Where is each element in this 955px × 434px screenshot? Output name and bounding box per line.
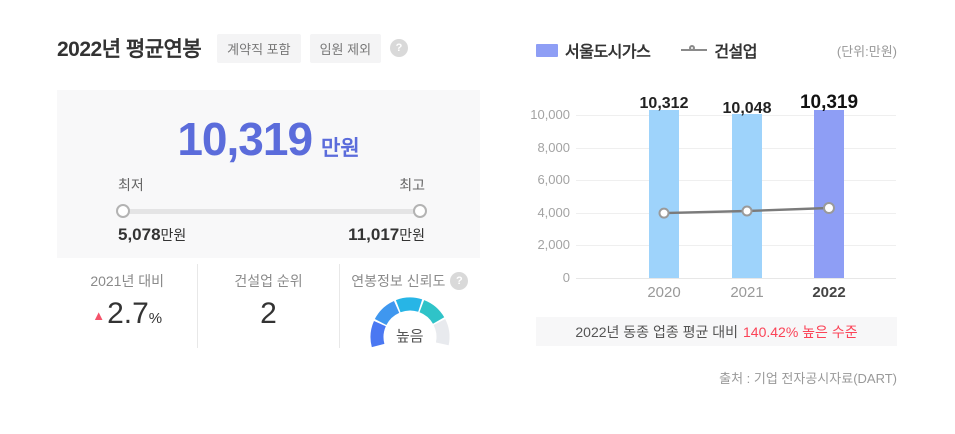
max-label: 최고 (399, 177, 425, 193)
tag-contract-included: 계약직 포함 (217, 33, 301, 63)
y-tick: 10,000 (530, 107, 570, 122)
comparison-text: 2022년 동종 업종 평균 대비 (575, 323, 739, 340)
industry-line-series (658, 202, 835, 219)
gauge-arc (370, 297, 450, 348)
bar-2021 (732, 114, 762, 278)
slider-handle-min[interactable] (116, 204, 130, 218)
legend-industry-label: 건설업 (714, 44, 757, 61)
y-tick: 6,000 (537, 172, 570, 187)
x-tick-2022: 2022 (812, 284, 846, 301)
stat-industry-rank: 건설업 순위 2 (197, 264, 338, 348)
bar-2020 (649, 109, 679, 278)
bar-value-label: 10,312 (639, 95, 689, 112)
bar-chart-plot: 10,312 10,048 10,319 (576, 92, 896, 278)
average-salary-card: 10,319 만원 최저 최고 5,078만원 11,017만원 (57, 90, 480, 258)
up-triangle-icon: ▲ (92, 308, 106, 323)
comparison-highlight: 140.42% 높은 수준 (743, 323, 858, 340)
x-tick-2020: 2020 (647, 284, 681, 301)
slider-handle-max[interactable] (413, 204, 427, 218)
data-source-note: 출처 : 기업 전자공시자료(DART) (719, 371, 897, 386)
legend-bar-swatch (536, 43, 558, 57)
stat-rank-label: 건설업 순위 (234, 273, 303, 289)
stat-yoy-value: ▲2.7% (92, 297, 163, 330)
y-tick: 4,000 (537, 205, 570, 220)
comparison-banner: 2022년 동종 업종 평균 대비 140.42% 높은 수준 (536, 317, 897, 346)
bar-value-label: 10,048 (722, 100, 772, 117)
stat-yoy-label: 2021년 대비 (90, 273, 164, 289)
tag-executives-excluded: 임원 제외 (309, 33, 382, 63)
reliability-gauge: 높음 (368, 289, 452, 348)
stats-row: 2021년 대비 ▲2.7% 건설업 순위 2 연봉정보 신뢰도 ? (57, 264, 480, 348)
stat-yoy-change: 2021년 대비 ▲2.7% (57, 264, 197, 348)
y-tick: 2,000 (537, 237, 570, 252)
chart-legend: 서울도시가스 건설업 (536, 38, 757, 62)
max-value: 11,017만원 (348, 225, 425, 244)
stat-reliability-label: 연봉정보 신뢰도 ? (351, 271, 469, 291)
y-tick: 0 (562, 270, 570, 285)
min-label: 최저 (118, 177, 144, 193)
x-tick-2021: 2021 (730, 284, 764, 301)
page-title: 2022년 평균연봉 (57, 38, 202, 61)
min-value: 5,078만원 (118, 225, 187, 244)
gridline-zero (576, 278, 896, 279)
salary-unit: 만원 (321, 137, 360, 160)
header: 2022년 평균연봉 계약직 포함 임원 제외 ? (57, 33, 409, 63)
bar-2022 (814, 109, 844, 278)
slider-track (118, 209, 425, 214)
salary-range-slider (116, 204, 427, 218)
y-tick: 8,000 (537, 140, 570, 155)
stat-rank-value: 2 (260, 297, 277, 330)
salary-range: 최저 최고 5,078만원 11,017만원 (116, 175, 427, 245)
bar-value-label: 10,319 (799, 92, 859, 113)
legend-company-label: 서울도시가스 (565, 44, 651, 61)
average-salary-value: 10,319 만원 (57, 112, 480, 166)
salary-amount: 10,319 (177, 113, 313, 165)
help-icon[interactable]: ? (450, 272, 469, 290)
stat-reliability: 연봉정보 신뢰도 ? 높음 (338, 264, 480, 348)
help-icon[interactable]: ? (390, 39, 409, 57)
gauge-label: 높음 (396, 328, 424, 345)
legend-line-marker-icon (681, 45, 708, 55)
chart-unit-note: (단위:만원) (836, 44, 897, 59)
